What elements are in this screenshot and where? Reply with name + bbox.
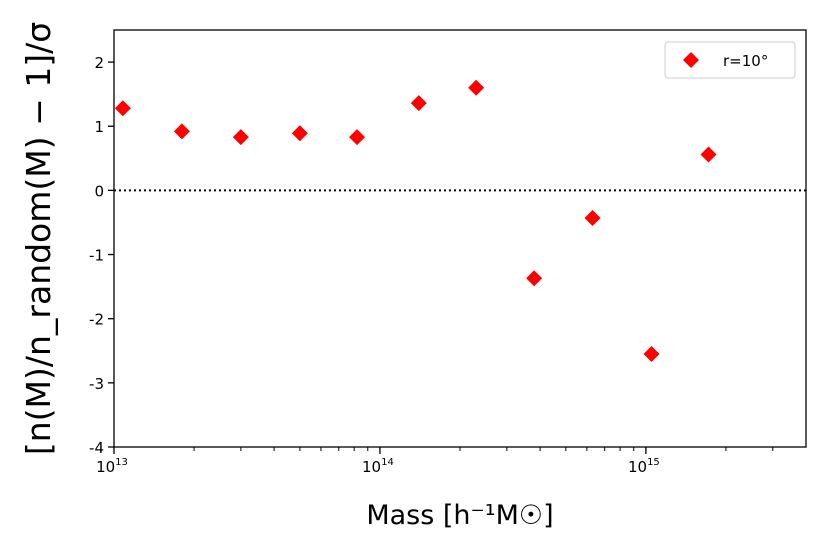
y-tick-label: -1 <box>89 247 104 265</box>
y-label-text: [n(M)/n_random(M) − 1]/σ <box>19 22 58 455</box>
data-point <box>584 209 601 226</box>
x-label-text: Mass [h⁻¹M☉] <box>366 500 553 531</box>
plot-area <box>114 79 806 362</box>
data-point <box>349 129 366 146</box>
data-point <box>526 270 543 287</box>
data-point <box>468 79 485 96</box>
y-axis-ticks: -4 -3 -2 -1 0 1 2 <box>89 54 114 457</box>
legend-box <box>664 41 796 79</box>
y-tick-label: -3 <box>89 375 104 393</box>
data-point <box>700 146 717 163</box>
legend-label: r=10° <box>723 52 768 70</box>
x-axis-label: Mass [h⁻¹M☉] <box>366 500 553 531</box>
y-tick-label: 2 <box>94 54 104 72</box>
data-point <box>114 100 131 117</box>
data-point <box>291 125 308 142</box>
data-point <box>173 123 190 140</box>
y-tick-label: 0 <box>94 182 104 200</box>
plot-frame <box>113 29 807 448</box>
y-tick-label: 1 <box>94 118 104 136</box>
legend: r=10° <box>664 41 796 79</box>
y-axis-label: [n(M)/n_random(M) − 1]/σ <box>19 22 58 455</box>
x-tick-label: 1013 <box>96 457 128 476</box>
x-tick-label: 1015 <box>628 457 660 476</box>
x-axis-ticks: 1013 1014 1015 <box>96 447 774 476</box>
data-point <box>410 95 427 112</box>
y-tick-label: -4 <box>89 439 104 457</box>
data-point <box>643 345 660 362</box>
x-tick-label: 1014 <box>362 457 394 476</box>
y-tick-label: -2 <box>89 311 104 329</box>
data-point <box>232 129 249 146</box>
legend-marker-diamond <box>683 52 699 68</box>
